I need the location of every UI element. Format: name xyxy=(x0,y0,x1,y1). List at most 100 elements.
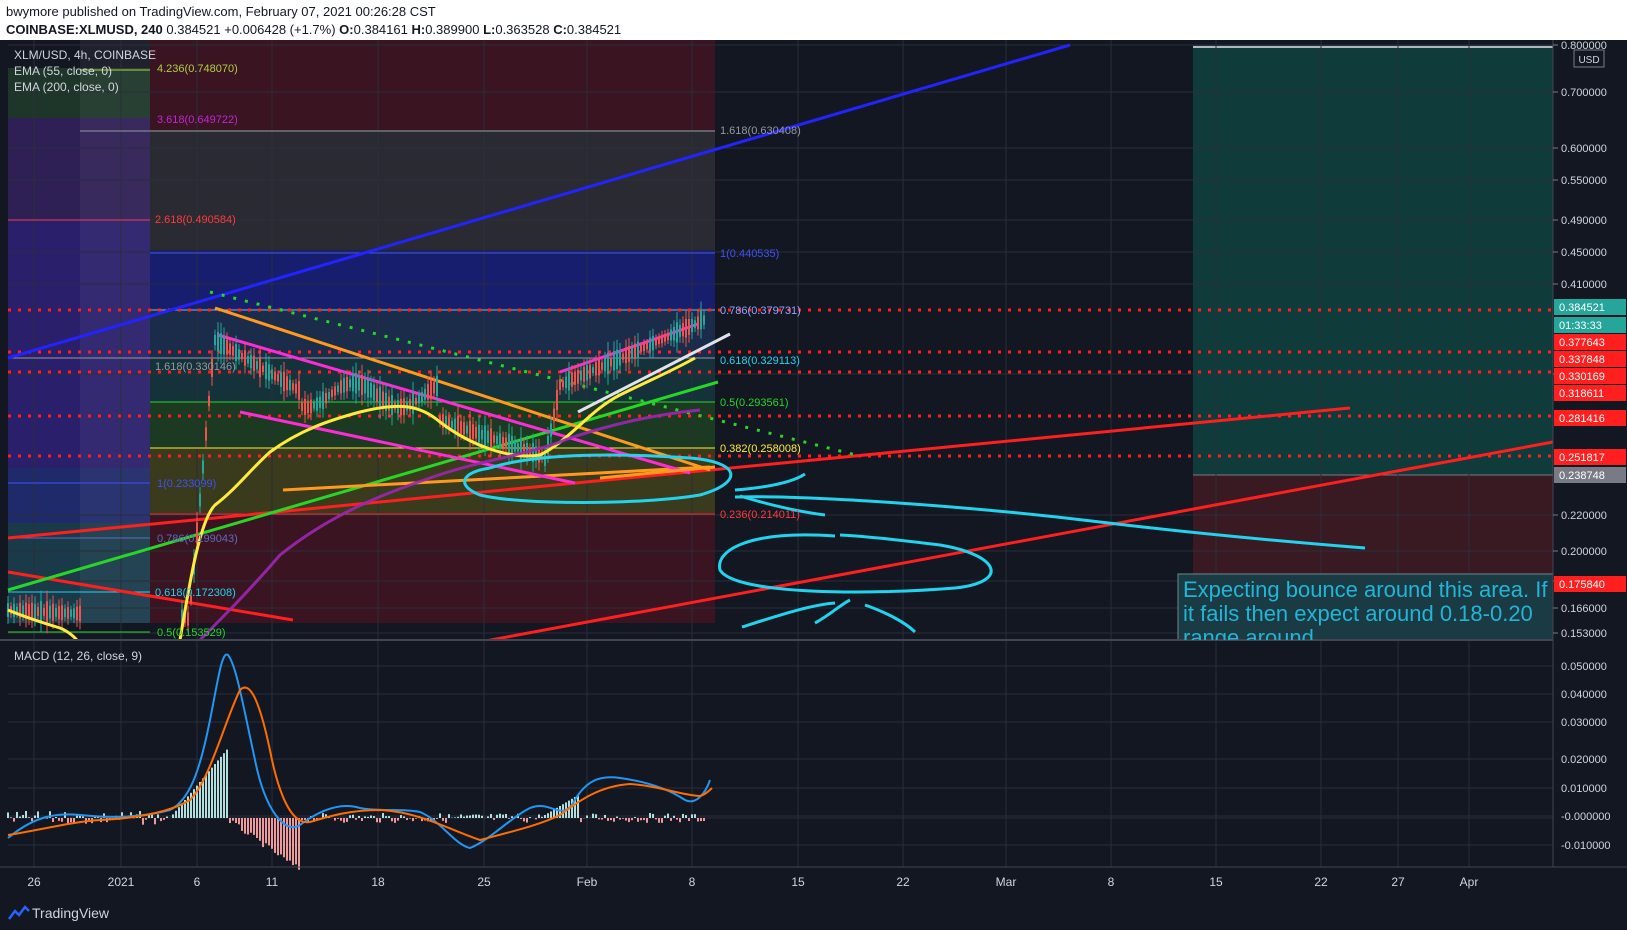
candle-body xyxy=(229,343,231,355)
time-axis-tick: 8 xyxy=(689,875,696,889)
candle-body xyxy=(463,422,465,435)
candle-body xyxy=(502,436,504,448)
candle-body xyxy=(646,342,648,350)
price-axis-tick: 0.166000 xyxy=(1561,603,1607,615)
candle-body xyxy=(313,402,315,409)
candle-body xyxy=(445,415,447,429)
fib-label: 0.382(0.258008) xyxy=(720,443,801,455)
candle-body xyxy=(202,460,204,474)
price-axis-tick: 0.410000 xyxy=(1561,279,1607,291)
red-long-trendline xyxy=(479,440,1554,644)
candle-body xyxy=(301,402,303,411)
annotation-note: Expecting bounce around this area. If it… xyxy=(1183,578,1548,640)
candle-body xyxy=(664,333,666,342)
candle-body xyxy=(370,382,372,398)
close-value: 0.384521 xyxy=(566,22,622,37)
candle-body xyxy=(16,606,18,615)
candle-body xyxy=(622,353,624,360)
symbol-name: COINBASE:XLMUSD, 240 xyxy=(6,22,163,37)
price-tag xyxy=(1554,449,1626,465)
blue-trendline xyxy=(7,43,1071,360)
time-axis-tick: Apr xyxy=(1460,875,1479,889)
candle-body xyxy=(499,433,501,449)
candle-body xyxy=(190,595,192,603)
candle-body xyxy=(7,603,9,617)
price-axis-tick: 0.220000 xyxy=(1561,510,1607,522)
candle-body xyxy=(361,374,363,395)
ema200-legend: EMA (200, close, 0) xyxy=(14,80,119,94)
candle-body xyxy=(532,442,534,463)
candle-body xyxy=(328,392,330,400)
price-tag-label: 01:33:33 xyxy=(1559,320,1602,332)
price-tag-label: 0.251817 xyxy=(1559,452,1605,464)
time-axis-tick: 27 xyxy=(1391,875,1405,889)
candle-body xyxy=(280,372,282,387)
candle-body xyxy=(484,425,486,446)
candle-body xyxy=(379,386,381,409)
price-axis-tick: 0.600000 xyxy=(1561,143,1607,155)
candle-body xyxy=(223,336,225,355)
candle-body xyxy=(61,605,63,621)
tradingview-brand[interactable]: TradingView xyxy=(32,905,110,921)
candle-body xyxy=(67,607,69,619)
price-chart[interactable]: 0.800000 0.700000 0.600000 0.550000 0.490000… xyxy=(0,0,1627,895)
candle-body xyxy=(211,359,213,377)
candle-body xyxy=(334,386,336,396)
fib-zone xyxy=(80,40,150,623)
fib-zone xyxy=(8,118,150,218)
fib-zone xyxy=(150,250,715,308)
fib-zone xyxy=(8,218,150,468)
price-tag-label: 0.330169 xyxy=(1559,371,1605,383)
candle-body xyxy=(625,347,627,364)
candle-body xyxy=(487,430,489,443)
candle-body xyxy=(610,357,612,367)
candle-body xyxy=(553,408,555,422)
candle-body xyxy=(220,333,222,355)
candle-body xyxy=(520,437,522,460)
time-axis-tick: 6 xyxy=(194,875,201,889)
candle-body xyxy=(256,361,258,370)
price-axis-tick: 0.490000 xyxy=(1561,215,1607,227)
candle-body xyxy=(46,601,48,623)
time-axis-tick: Feb xyxy=(577,875,598,889)
candle-body xyxy=(187,612,189,626)
fib-label: 0.618(0.329113) xyxy=(720,355,800,367)
tradingview-logo-icon[interactable] xyxy=(8,905,30,921)
low-label: L: xyxy=(483,22,496,37)
candle-body xyxy=(268,364,270,381)
candle-body xyxy=(649,337,651,352)
candle-body xyxy=(364,379,366,394)
price-axis-tick: 0.450000 xyxy=(1561,247,1607,259)
candle-body xyxy=(217,331,219,352)
ema55-line xyxy=(178,356,696,641)
candle-body xyxy=(43,607,45,616)
candle-body xyxy=(79,605,81,622)
fib-label: 3.618(0.649722) xyxy=(157,114,238,126)
price-tag xyxy=(1554,351,1626,367)
high-label: H: xyxy=(411,22,426,37)
time-axis-tick: 26 xyxy=(27,875,41,889)
candle-body xyxy=(205,427,207,441)
candle-body xyxy=(559,380,561,390)
fib-label: 0.618(0.172308) xyxy=(155,587,236,599)
chart-legend-title: XLM/USD, 4h, COINBASE xyxy=(14,48,157,62)
price-axis-tick: 0.153000 xyxy=(1561,628,1607,640)
candle-body xyxy=(568,371,570,391)
candle-body xyxy=(337,385,339,393)
candle-body xyxy=(307,400,309,414)
candle-body xyxy=(511,435,513,455)
candle-body xyxy=(616,349,618,370)
ema55-legend: EMA (55, close, 0) xyxy=(14,64,113,78)
time-axis-tick: 2021 xyxy=(108,875,135,889)
price-tag-label: 0.175840 xyxy=(1559,579,1605,591)
candle-body xyxy=(265,361,267,380)
fib-zone xyxy=(8,468,150,523)
candle-body xyxy=(208,395,210,407)
candle-body xyxy=(583,366,585,382)
candle-body xyxy=(52,603,54,621)
time-axis-tick: Mar xyxy=(996,875,1017,889)
candle-body xyxy=(289,379,291,391)
candle-body xyxy=(496,435,498,445)
candle-body xyxy=(199,493,201,507)
candle-body xyxy=(427,384,429,400)
